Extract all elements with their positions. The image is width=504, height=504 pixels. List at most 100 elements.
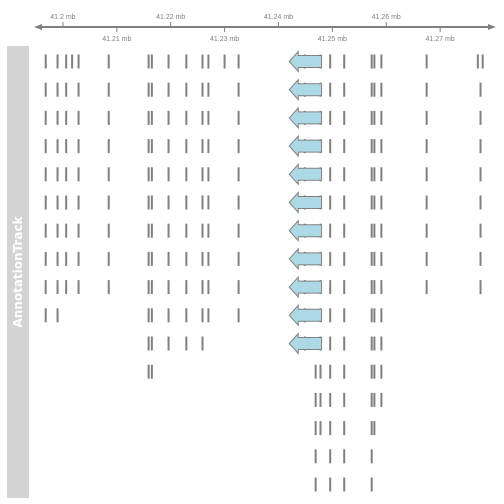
genome-axis: 41.2 mb 41.21 mb 41.22 mb 41.23 mb 41.24 mb 4… xyxy=(34,14,496,43)
exon-mark xyxy=(56,110,59,125)
exon-mark xyxy=(343,449,346,464)
axis-tick-label: 41.22 mb xyxy=(156,14,185,21)
exon-mark xyxy=(373,392,376,407)
exon-mark xyxy=(237,139,240,154)
exon-mark xyxy=(147,54,150,69)
exon-mark xyxy=(373,167,376,182)
exon-mark xyxy=(373,54,376,69)
track-row xyxy=(44,162,482,186)
axis-arrow-right xyxy=(488,24,496,30)
exon-mark xyxy=(44,82,47,97)
exon-mark xyxy=(150,280,153,295)
exon-mark xyxy=(373,195,376,210)
exon-mark xyxy=(481,54,484,69)
exon-mark xyxy=(314,421,317,436)
exon-mark xyxy=(343,54,346,69)
exon-mark xyxy=(329,82,332,97)
exon-mark xyxy=(373,139,376,154)
exon-mark xyxy=(425,82,428,97)
exon-mark xyxy=(107,223,110,238)
exon-mark xyxy=(479,280,482,295)
exon-mark xyxy=(44,195,47,210)
exon-mark xyxy=(77,223,80,238)
axis-tick-label: 41.2 mb xyxy=(50,14,75,21)
exon-mark xyxy=(329,223,332,238)
exon-mark xyxy=(223,54,226,69)
exon-mark xyxy=(56,54,59,69)
exon-mark xyxy=(65,223,68,238)
exon-mark xyxy=(167,195,170,210)
exon-mark xyxy=(167,251,170,266)
exon-mark xyxy=(370,308,373,323)
exon-mark xyxy=(380,336,383,351)
exon-mark xyxy=(167,54,170,69)
strand-arrow-icon xyxy=(288,50,323,73)
strand-arrow-icon xyxy=(288,78,323,102)
exon-mark xyxy=(237,54,240,69)
strand-arrow-icon xyxy=(288,247,323,271)
exon-mark xyxy=(373,336,376,351)
exon-mark xyxy=(343,392,346,407)
exon-mark xyxy=(201,280,204,295)
axis-arrow-left xyxy=(34,24,42,30)
exon-mark xyxy=(201,336,204,351)
exon-mark xyxy=(44,110,47,125)
exon-mark xyxy=(107,82,110,97)
exon-mark xyxy=(343,223,346,238)
exon-mark xyxy=(147,251,150,266)
exon-mark xyxy=(56,139,59,154)
exon-mark xyxy=(207,223,210,238)
exon-mark xyxy=(370,167,373,182)
exon-mark xyxy=(150,223,153,238)
exon-mark xyxy=(65,251,68,266)
exon-mark xyxy=(185,110,188,125)
exon-mark xyxy=(380,139,383,154)
exon-mark xyxy=(77,110,80,125)
exon-mark xyxy=(185,223,188,238)
exon-mark xyxy=(147,82,150,97)
track-row xyxy=(314,477,373,492)
exon-mark xyxy=(380,251,383,266)
exon-mark xyxy=(77,195,80,210)
strand-arrow-icon xyxy=(288,106,323,130)
exon-mark xyxy=(373,364,376,379)
exon-mark xyxy=(150,82,153,97)
exon-mark xyxy=(147,336,150,351)
exon-mark xyxy=(237,280,240,295)
exon-mark xyxy=(150,54,153,69)
exon-mark xyxy=(207,251,210,266)
exon-mark xyxy=(150,139,153,154)
axis-tick-label: 41.23 mb xyxy=(210,36,239,43)
exon-mark xyxy=(185,336,188,351)
exon-mark xyxy=(201,167,204,182)
track-row xyxy=(314,421,376,436)
exon-mark xyxy=(329,167,332,182)
exon-mark xyxy=(237,167,240,182)
exon-mark xyxy=(185,308,188,323)
exon-mark xyxy=(65,195,68,210)
axis-tick-label: 41.21 mb xyxy=(102,36,131,43)
exon-mark xyxy=(201,139,204,154)
exon-mark xyxy=(107,195,110,210)
exon-mark xyxy=(150,308,153,323)
exon-mark xyxy=(380,110,383,125)
exon-mark xyxy=(343,251,346,266)
exon-mark xyxy=(329,251,332,266)
exon-mark xyxy=(207,195,210,210)
exon-mark xyxy=(201,195,204,210)
exon-mark xyxy=(380,195,383,210)
strand-arrow-icon xyxy=(288,134,323,158)
exon-mark xyxy=(44,223,47,238)
exon-mark xyxy=(77,82,80,97)
exon-mark xyxy=(207,280,210,295)
exon-mark xyxy=(77,167,80,182)
exon-mark xyxy=(44,167,47,182)
exon-mark xyxy=(237,195,240,210)
exon-mark xyxy=(56,195,59,210)
exon-mark xyxy=(207,308,210,323)
strand-arrow-icon xyxy=(288,191,323,214)
exon-mark xyxy=(329,336,332,351)
exon-mark xyxy=(380,392,383,407)
exon-mark xyxy=(107,139,110,154)
exon-mark xyxy=(343,421,346,436)
